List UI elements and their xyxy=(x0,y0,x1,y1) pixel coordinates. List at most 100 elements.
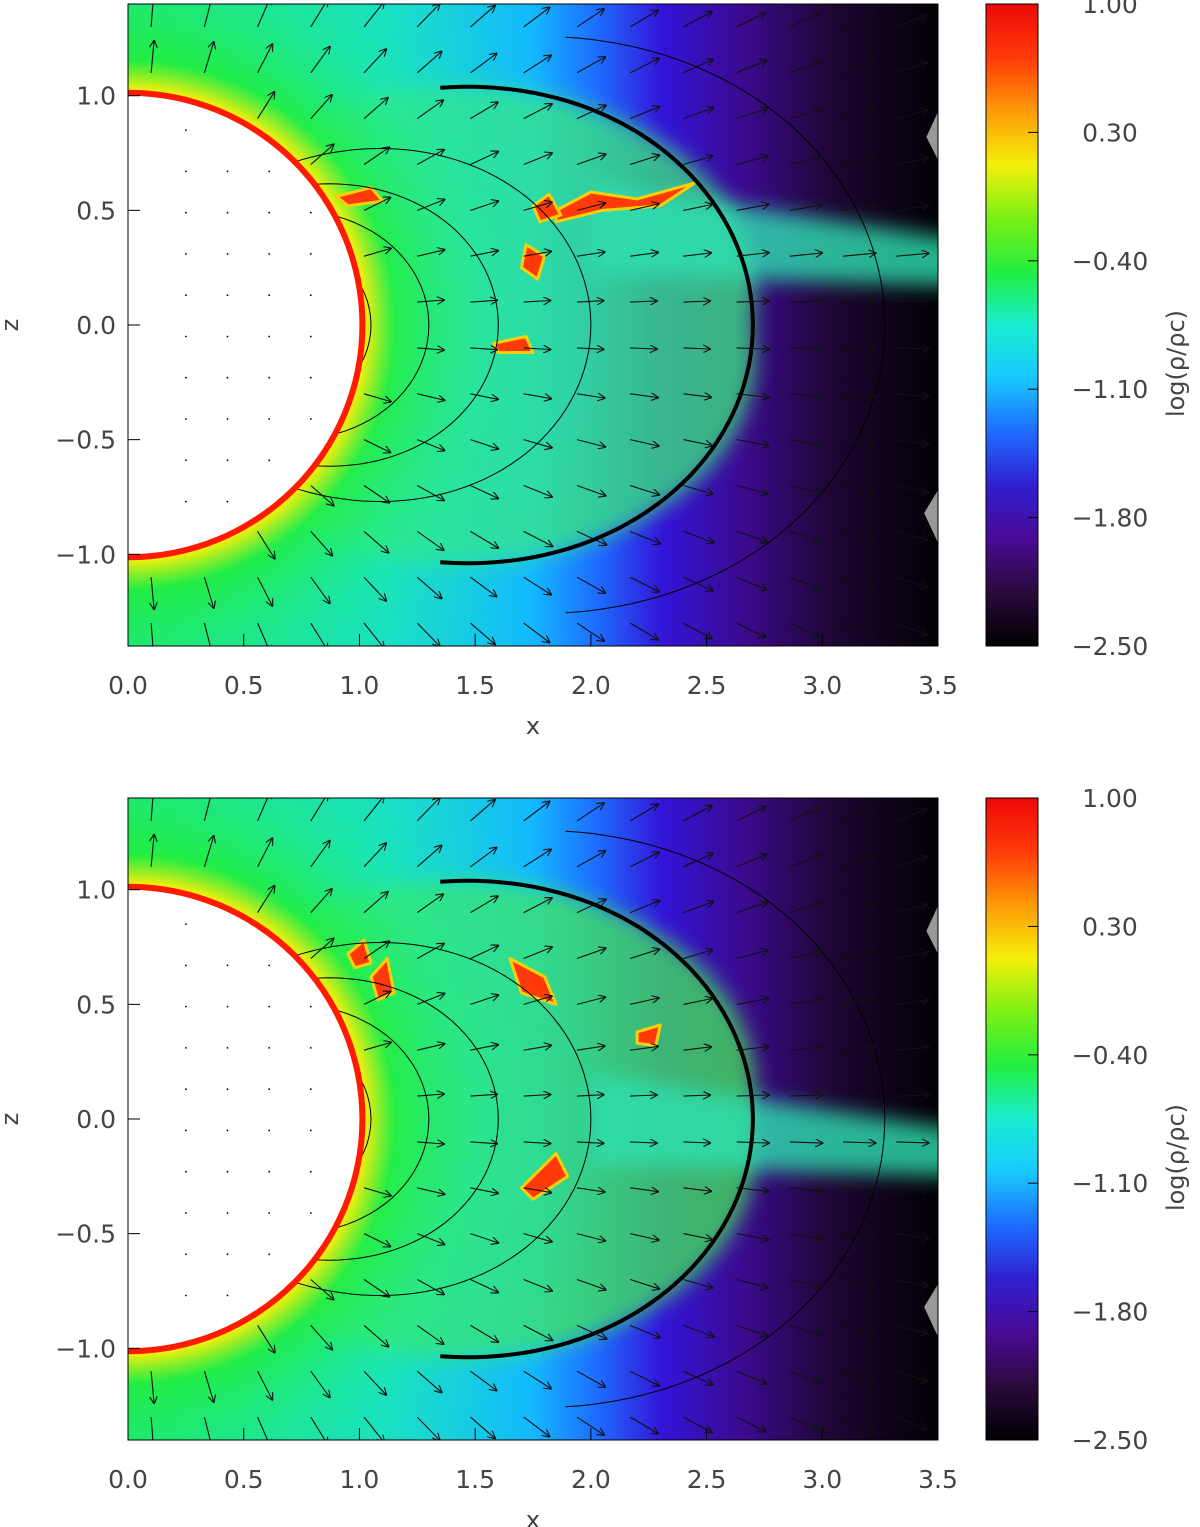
velocity-arrow xyxy=(629,10,658,28)
velocity-arrow xyxy=(896,63,927,74)
velocity-arrow xyxy=(736,1047,769,1051)
velocity-arrow xyxy=(523,1095,551,1097)
velocity-arrow xyxy=(470,946,499,959)
velocity-arrow xyxy=(576,1233,605,1241)
velocity-arrow xyxy=(683,1416,712,1432)
velocity-arrow xyxy=(789,855,820,868)
velocity-arrow xyxy=(203,622,211,646)
velocity-arrow xyxy=(683,1370,713,1384)
velocity-arrow xyxy=(896,394,928,397)
velocity-arrow xyxy=(630,301,657,302)
velocity-arrow xyxy=(310,939,334,959)
velocity-arrow xyxy=(683,348,710,349)
velocity-arrow xyxy=(363,992,390,1005)
star xyxy=(128,889,360,1349)
velocity-arrow xyxy=(576,576,605,593)
grid-dot xyxy=(185,211,187,214)
velocity-arrow xyxy=(363,439,390,453)
velocity-arrow xyxy=(683,902,713,914)
velocity-arrow xyxy=(630,204,659,211)
y-tick-label: 1.0 xyxy=(76,82,116,111)
velocity-arrow xyxy=(203,42,213,73)
velocity-arrow xyxy=(523,947,552,960)
grid-dot xyxy=(268,1170,271,1173)
velocity-arrow xyxy=(843,439,875,445)
velocity-arrow xyxy=(630,484,659,495)
x-tick-label: 0.5 xyxy=(224,671,264,700)
velocity-arrow xyxy=(416,4,439,28)
velocity-arrow xyxy=(683,622,712,638)
velocity-arrow xyxy=(736,622,766,637)
grid-dot xyxy=(226,376,229,379)
velocity-arrow xyxy=(523,849,551,868)
colorbar-tick-label: −1.80 xyxy=(1072,1298,1149,1327)
velocity-arrow xyxy=(630,1095,657,1096)
velocity-arrow xyxy=(576,154,606,166)
velocity-arrow xyxy=(576,948,606,960)
velocity-arrow xyxy=(416,52,441,74)
velocity-arrow xyxy=(203,4,211,28)
velocity-arrow xyxy=(630,439,659,447)
velocity-arrow xyxy=(416,1370,441,1392)
velocity-arrow xyxy=(789,394,822,397)
velocity-arrow xyxy=(683,301,710,302)
velocity-arrow xyxy=(896,1047,928,1050)
grid-dot xyxy=(268,1047,271,1049)
velocity-arrow xyxy=(842,484,875,493)
velocity-arrow xyxy=(470,152,499,165)
velocity-arrow xyxy=(470,1416,495,1438)
velocity-arrow xyxy=(310,485,334,506)
y-tick-label: 1.0 xyxy=(76,876,116,905)
velocity-arrow xyxy=(789,439,822,446)
grid-dot xyxy=(226,294,229,297)
velocity-arrow xyxy=(736,807,766,822)
velocity-arrow xyxy=(417,1094,444,1096)
velocity-arrow xyxy=(150,4,154,27)
velocity-arrow xyxy=(789,1047,822,1050)
velocity-arrow xyxy=(896,348,928,349)
dense-clump xyxy=(531,192,563,224)
x-tick-label: 2.5 xyxy=(687,1465,727,1494)
grid-dot xyxy=(309,1212,312,1214)
velocity-arrow xyxy=(363,798,384,822)
grid-dot xyxy=(226,418,229,420)
velocity-arrow xyxy=(842,1278,875,1287)
velocity-arrow xyxy=(789,1324,821,1335)
grid-dot xyxy=(226,1088,229,1091)
grid-dot xyxy=(268,170,271,173)
grid-dot xyxy=(309,1005,312,1008)
field-line xyxy=(291,941,592,1297)
field-line xyxy=(565,36,886,614)
velocity-arrow xyxy=(736,1278,768,1288)
velocity-arrow xyxy=(629,1370,659,1386)
grid-dot xyxy=(226,500,229,503)
velocity-arrow xyxy=(417,1044,444,1051)
velocity-arrow xyxy=(789,301,822,302)
y-tick-label: −0.5 xyxy=(55,1220,116,1249)
velocity-arrow xyxy=(417,1279,444,1295)
y-tick-label: 0.5 xyxy=(76,196,116,225)
velocity-arrow xyxy=(523,1142,551,1144)
dense-clump xyxy=(554,181,697,224)
colorbar-tick-label: 1.00 xyxy=(1082,784,1138,813)
velocity-arrow xyxy=(629,804,658,822)
velocity-arrow xyxy=(576,851,605,868)
velocity-arrow xyxy=(470,485,499,499)
velocity-arrow xyxy=(416,622,439,646)
grid-dot xyxy=(226,459,229,462)
velocity-arrow xyxy=(363,622,384,646)
velocity-arrow xyxy=(736,530,768,541)
velocity-arrow xyxy=(523,1278,552,1291)
x-tick-label: 0.0 xyxy=(108,1465,148,1494)
velocity-arrow xyxy=(736,348,769,349)
grid-dot xyxy=(185,1129,187,1132)
velocity-arrow xyxy=(416,576,441,598)
velocity-arrow xyxy=(630,1046,658,1050)
velocity-arrow xyxy=(470,800,495,822)
x-tick-label: 1.5 xyxy=(455,1465,495,1494)
velocity-arrow xyxy=(310,1325,332,1349)
velocity-arrow xyxy=(683,394,711,397)
velocity-arrow xyxy=(151,577,154,609)
velocity-arrow xyxy=(789,622,820,636)
grid-dot xyxy=(268,376,271,379)
